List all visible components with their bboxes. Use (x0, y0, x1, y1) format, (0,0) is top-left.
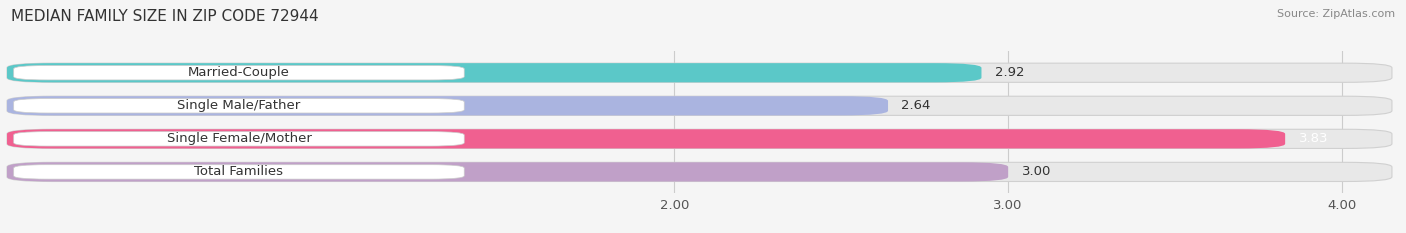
FancyBboxPatch shape (7, 96, 889, 115)
FancyBboxPatch shape (7, 162, 1392, 182)
Text: Single Male/Father: Single Male/Father (177, 99, 301, 112)
Text: Married-Couple: Married-Couple (188, 66, 290, 79)
FancyBboxPatch shape (7, 162, 1008, 182)
Text: MEDIAN FAMILY SIZE IN ZIP CODE 72944: MEDIAN FAMILY SIZE IN ZIP CODE 72944 (11, 9, 319, 24)
FancyBboxPatch shape (7, 63, 981, 82)
FancyBboxPatch shape (7, 63, 1392, 82)
FancyBboxPatch shape (7, 129, 1392, 148)
Text: Source: ZipAtlas.com: Source: ZipAtlas.com (1277, 9, 1395, 19)
Text: 2.92: 2.92 (995, 66, 1025, 79)
Text: 2.64: 2.64 (901, 99, 931, 112)
FancyBboxPatch shape (7, 129, 1285, 148)
Text: Total Families: Total Families (194, 165, 284, 178)
Text: Single Female/Mother: Single Female/Mother (166, 132, 311, 145)
Text: 3.83: 3.83 (1299, 132, 1329, 145)
FancyBboxPatch shape (14, 132, 464, 146)
FancyBboxPatch shape (7, 96, 1392, 115)
FancyBboxPatch shape (14, 99, 464, 113)
FancyBboxPatch shape (14, 65, 464, 80)
FancyBboxPatch shape (14, 165, 464, 179)
Text: 3.00: 3.00 (1022, 165, 1050, 178)
